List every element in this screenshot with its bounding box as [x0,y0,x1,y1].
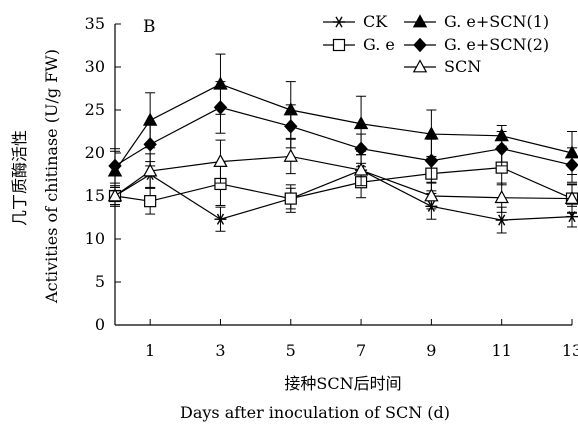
series-layer [107,53,578,234]
legend-marker [413,37,427,53]
x-tick-label: 3 [215,341,225,360]
series-g-e-scn-2-point [213,100,228,115]
series-g-e-line [114,167,573,202]
series-g-e-scn-2-point [354,141,368,156]
series-scn-point [494,189,509,204]
legend-label: G. e+SCN(1) [444,12,549,31]
x-tick-label: 5 [286,341,296,360]
y-tick-label: 0 [95,315,105,334]
series-g-e-scn-2-point [143,137,157,152]
series-g-e-scn-2 [108,81,578,184]
series-g-e-scn-2-point [424,153,439,168]
series-g-e-scn-2-point [284,119,298,134]
y-axis-title-zh: 几丁质酶活性 [10,130,29,226]
x-tick-label: 11 [492,341,512,360]
series-ck-line [114,169,573,221]
legend-label: G. e [363,35,395,54]
series-scn-point [424,188,439,202]
legend-item: G. e+SCN(1) [404,12,549,31]
y-tick-label: 35 [85,14,105,33]
legend-item: G. e [323,35,395,54]
legend-item: CK [323,12,388,31]
star-stroke [216,213,225,225]
series-scn [107,138,578,214]
series-scn-point [283,148,298,162]
panel-label: B [143,17,156,37]
series-scn-point [353,162,369,176]
series-scn-point [213,153,228,167]
series-scn-point [107,188,123,202]
legend-marker [332,38,346,52]
series-scn-point [142,163,158,177]
series-g-e-scn-2-point [108,158,122,174]
star-stroke [498,214,506,226]
star-stroke [335,16,343,28]
legend: CK G. e SCN G. e+SCN(1) G. e+SCN(2) [323,12,549,76]
x-tick-label: 13 [562,341,578,360]
y-tick-label: 10 [85,229,105,248]
y-tick-label: 30 [85,57,105,76]
y-tick-label: 20 [85,143,105,162]
x-axis-title-zh: 接种SCN后时间 [284,374,401,393]
y-axis-title-en: Activities of chitinase (U/g FW) [42,49,61,304]
series-g-e-scn-1-line [114,83,573,172]
series-g-e-scn-2-point [565,157,578,173]
legend-marker [412,59,428,73]
y-tick-label: 5 [95,272,105,291]
legend-label: CK [363,12,388,31]
legend-label: SCN [444,57,481,76]
series-scn-line [114,155,573,200]
legend-item: SCN [404,57,481,76]
legend-label: G. e+SCN(2) [444,35,549,54]
x-tick-label: 7 [356,341,366,360]
x-axis-title-en: Days after inoculation of SCN (d) [180,403,450,422]
series-g-e-point [144,195,157,208]
legend-marker [412,14,428,28]
x-tick-label: 9 [426,341,436,360]
series-g-e-scn-2-line [114,106,573,167]
series-g-e-scn-2-point [495,141,509,156]
series-scn-point [564,190,578,204]
series-g-e [108,149,578,215]
legend-item: G. e+SCN(2) [404,35,549,54]
series-ck-point [495,214,508,226]
legend-marker [333,16,345,28]
series-g-e-scn-1-point [353,116,369,130]
y-tick-label: 15 [85,186,105,205]
series-g-e-point [284,192,297,205]
y-tick-label: 25 [85,100,105,119]
x-tick-label: 1 [145,341,155,360]
series-ck-point [214,213,227,225]
